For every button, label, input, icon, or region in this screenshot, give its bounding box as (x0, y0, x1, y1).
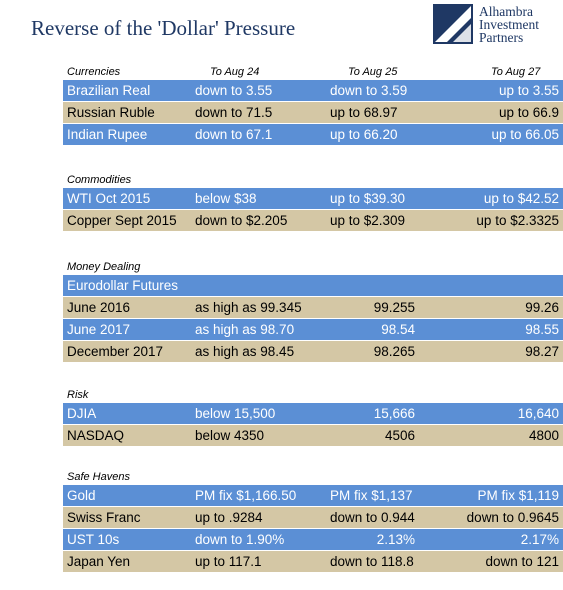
cell: as high as 99.345 (195, 300, 302, 315)
cell: 2.17% (520, 532, 559, 547)
cell: down to 67.1 (195, 127, 273, 142)
table-row: June 2017 as high as 98.70 98.54 98.55 (63, 319, 563, 340)
logo-line: Alhambra (479, 4, 533, 19)
table-row: Russian Ruble down to 71.5 up to 68.97 u… (63, 102, 563, 123)
table-row: WTI Oct 2015 below $38 up to $39.30 up t… (63, 188, 563, 209)
cell: PM fix $1,166.50 (195, 488, 297, 503)
cell: up to 66.9 (498, 105, 559, 120)
table-row: Japan Yen up to 117.1 down to 118.8 down… (63, 551, 563, 572)
cell: down to 0.944 (330, 510, 415, 525)
cell: up to $42.52 (483, 191, 559, 206)
row-label: Russian Ruble (67, 105, 155, 120)
logo-icon (433, 4, 473, 44)
table-row: Gold PM fix $1,166.50 PM fix $1,137 PM f… (63, 485, 563, 506)
section-header: Risk (63, 383, 563, 403)
publisher-logo: Alhambra Investment Partners (433, 4, 561, 48)
cell: up to 117.1 (195, 554, 262, 569)
cell: below 4350 (195, 428, 265, 443)
table-row: NASDAQ below 4350 4506 4800 (63, 425, 563, 446)
table-row: June 2016 as high as 99.345 99.255 99.26 (63, 297, 563, 318)
subheader-label: Eurodollar Futures (67, 278, 179, 293)
row-label: Gold (67, 488, 96, 503)
section-label: Money Dealing (67, 261, 141, 273)
money-dealing-section: Money Dealing Eurodollar Futures June 20… (63, 255, 563, 363)
row-label: Copper Sept 2015 (67, 213, 177, 228)
section-label: Commodities (67, 174, 132, 186)
section-header: Commodities (63, 168, 563, 188)
cell: as high as 98.45 (195, 344, 295, 359)
row-label: NASDAQ (67, 428, 125, 443)
safe-havens-section: Safe Havens Gold PM fix $1,166.50 PM fix… (63, 465, 563, 573)
section-label: Currencies (67, 66, 121, 78)
cell: up to $39.30 (330, 191, 406, 206)
cell: PM fix $1,137 (330, 488, 413, 503)
row-label: Indian Rupee (67, 127, 148, 142)
commodities-section: Commodities WTI Oct 2015 below $38 up to… (63, 168, 563, 232)
section-header: Safe Havens (63, 465, 563, 485)
row-label: December 2017 (67, 344, 164, 359)
cell: down to $2.205 (195, 213, 288, 228)
table-row: Eurodollar Futures (63, 275, 563, 296)
cell: 98.54 (381, 322, 415, 337)
cell: 16,640 (517, 406, 559, 421)
cell: up to $2.3325 (476, 213, 559, 228)
logo-wordmark: Alhambra Investment Partners (479, 4, 561, 45)
cell: up to 66.05 (491, 127, 559, 142)
cell: 98.55 (525, 322, 559, 337)
row-label: June 2017 (67, 322, 131, 337)
cell: down to 3.55 (195, 83, 273, 98)
cell: 2.13% (376, 532, 415, 547)
section-header: Currencies To Aug 24 To Aug 25 To Aug 27 (63, 60, 563, 80)
cell: up to .9284 (195, 510, 263, 525)
row-label: UST 10s (67, 532, 120, 547)
cell: 99.26 (525, 300, 559, 315)
row-label: DJIA (67, 406, 97, 421)
logo-line: Partners (479, 30, 524, 45)
section-label: Risk (67, 389, 89, 401)
cell: down to 121 (485, 554, 559, 569)
cell: down to 71.5 (195, 105, 273, 120)
cell: down to 118.8 (330, 554, 414, 569)
cell: up to 3.55 (498, 83, 559, 98)
cell: 4800 (528, 428, 559, 443)
table-row: Copper Sept 2015 down to $2.205 up to $2… (63, 210, 563, 231)
table-row: Indian Rupee down to 67.1 up to 66.20 up… (63, 124, 563, 145)
risk-section: Risk DJIA below 15,500 15,666 16,640 NAS… (63, 383, 563, 447)
column-header: To Aug 25 (348, 66, 398, 78)
cell: down to 1.90% (195, 532, 285, 547)
column-header: To Aug 24 (210, 66, 260, 78)
table-row: DJIA below 15,500 15,666 16,640 (63, 403, 563, 424)
cell: down to 0.9645 (466, 510, 559, 525)
section-label: Safe Havens (67, 471, 130, 483)
row-label: June 2016 (67, 300, 131, 315)
cell: 98.265 (373, 344, 415, 359)
table-row: December 2017 as high as 98.45 98.265 98… (63, 341, 563, 362)
row-label: Swiss Franc (67, 510, 141, 525)
cell: 4506 (384, 428, 415, 443)
section-header: Money Dealing (63, 255, 563, 275)
cell: up to 68.97 (330, 105, 398, 120)
cell: below 15,500 (195, 406, 276, 421)
currencies-section: Currencies To Aug 24 To Aug 25 To Aug 27… (63, 60, 563, 146)
cell: down to 3.59 (330, 83, 408, 98)
cell: 15,666 (373, 406, 415, 421)
table-row: UST 10s down to 1.90% 2.13% 2.17% (63, 529, 563, 550)
row-label: Brazilian Real (67, 83, 151, 98)
row-label: Japan Yen (67, 554, 131, 569)
page-title: Reverse of the 'Dollar' Pressure (31, 16, 296, 40)
table-row: Brazilian Real down to 3.55 down to 3.59… (63, 80, 563, 101)
cell: PM fix $1,119 (477, 488, 559, 503)
cell: up to 66.20 (330, 127, 398, 142)
logo-line: Investment (479, 17, 539, 32)
cell: up to $2.309 (330, 213, 406, 228)
table-row: Swiss Franc up to .9284 down to 0.944 do… (63, 507, 563, 528)
row-label: WTI Oct 2015 (67, 191, 151, 206)
cell: below $38 (195, 191, 257, 206)
cell: 98.27 (525, 344, 559, 359)
cell: 99.255 (373, 300, 415, 315)
cell: as high as 98.70 (195, 322, 295, 337)
column-header: To Aug 27 (491, 66, 541, 78)
